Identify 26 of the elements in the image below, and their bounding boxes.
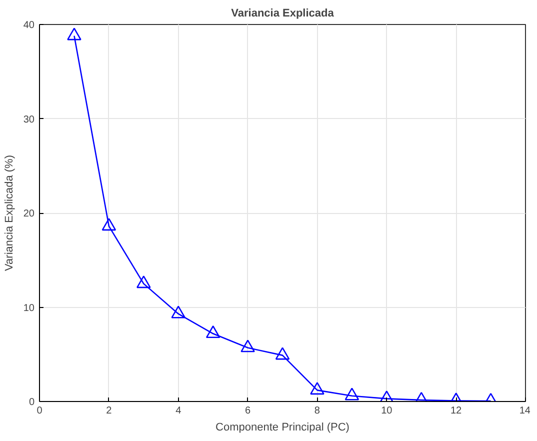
x-tick-label: 14 — [519, 406, 531, 416]
point — [67, 28, 82, 40]
point — [240, 340, 255, 352]
x-tick-label: 8 — [314, 406, 320, 416]
x-tick-label: 4 — [176, 406, 182, 416]
point — [310, 382, 324, 395]
y-tick-label: 20 — [23, 208, 35, 220]
x-tick-label: 12 — [450, 406, 462, 416]
x-tick-label: 0 — [36, 406, 43, 416]
point — [344, 388, 360, 400]
x-tick-label: 2 — [106, 406, 112, 416]
point — [379, 390, 394, 402]
point — [275, 347, 290, 360]
y-axis-title: Variancia Explicada (%) — [3, 155, 16, 271]
x-tick-label: 10 — [381, 406, 393, 416]
point — [102, 218, 116, 231]
point — [171, 306, 186, 318]
point — [206, 325, 220, 338]
chart-title: Variancia Explicada — [231, 8, 335, 20]
y-tick-label: 40 — [23, 20, 35, 31]
point — [136, 276, 151, 288]
y-tick-label: 30 — [23, 114, 35, 126]
y-tick-label: 0 — [28, 397, 35, 408]
x-axis-title: Componente Principal (PC) — [216, 422, 350, 434]
y-tick-label: 10 — [23, 302, 35, 314]
x-tick-label: 6 — [245, 406, 252, 416]
